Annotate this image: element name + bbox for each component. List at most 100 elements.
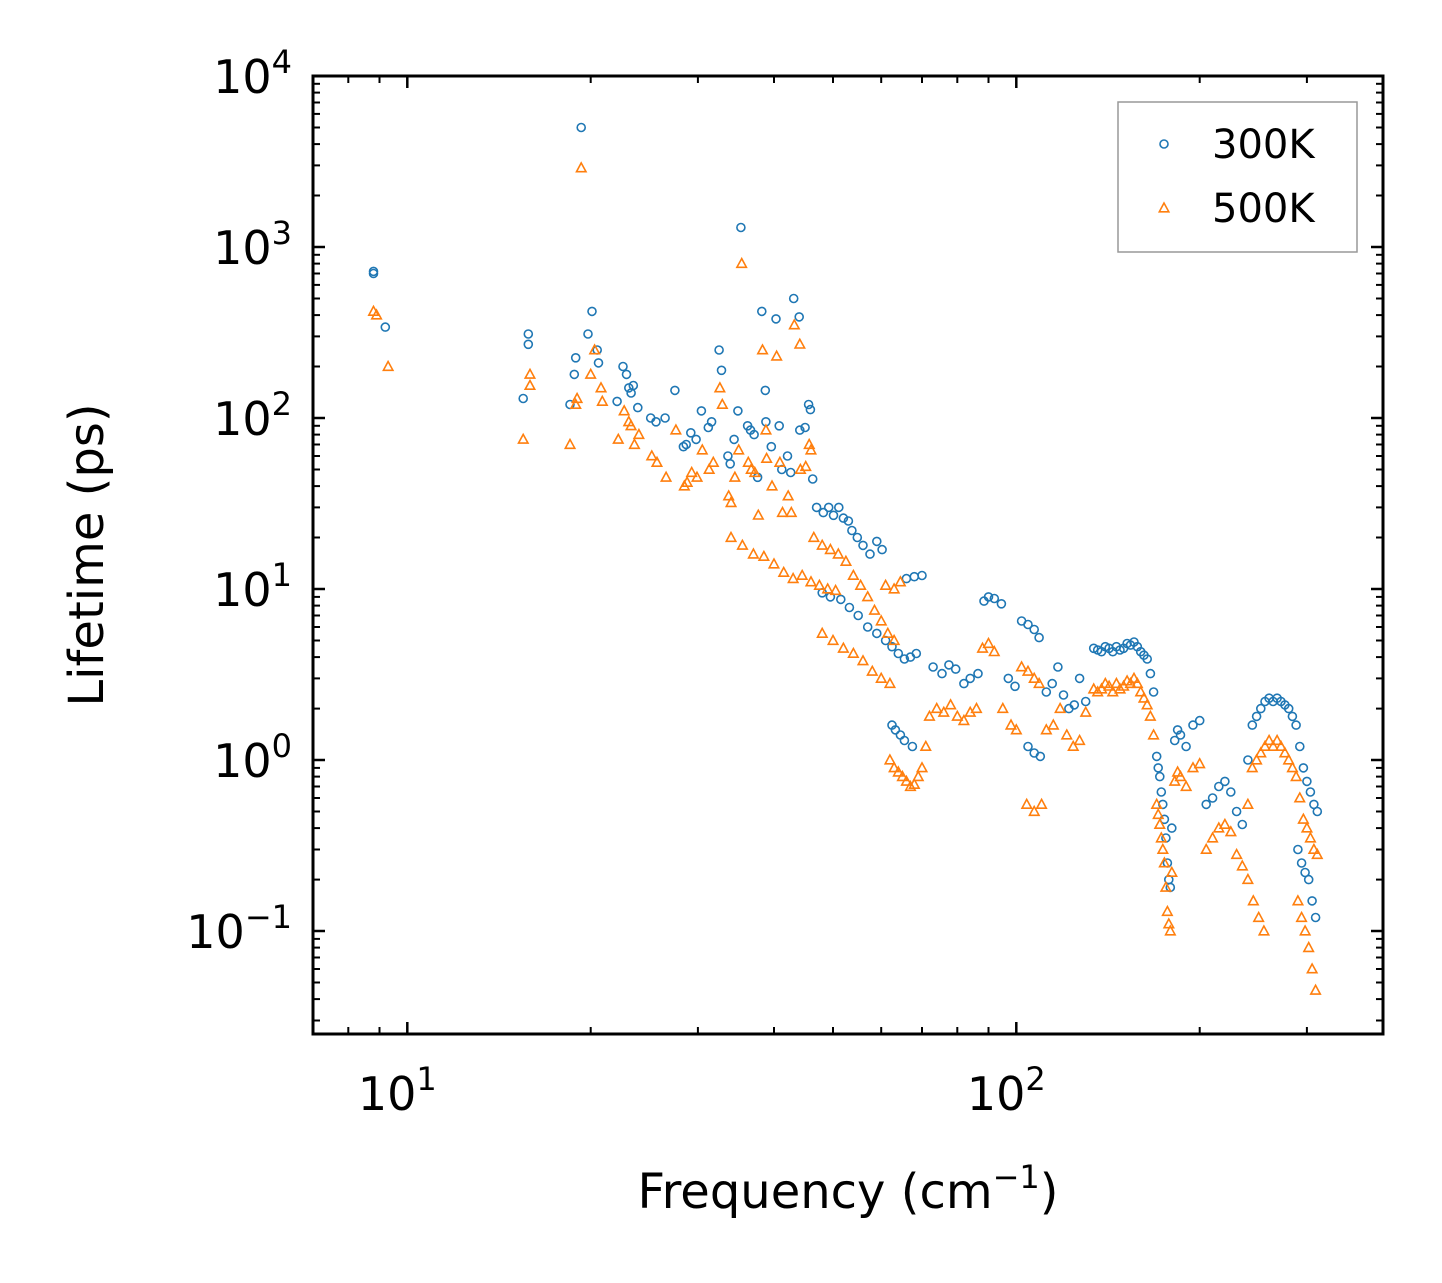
data-point bbox=[828, 510, 839, 521]
data-point bbox=[1262, 733, 1276, 746]
data-point bbox=[1302, 776, 1312, 787]
data-point bbox=[1298, 763, 1309, 773]
y-axis-label: Lifetime (ps) bbox=[59, 403, 115, 706]
data-point bbox=[1251, 711, 1262, 722]
data-point bbox=[1282, 753, 1295, 765]
data-point bbox=[844, 602, 855, 613]
data-point bbox=[1041, 687, 1052, 697]
data-point bbox=[382, 359, 395, 372]
data-point bbox=[838, 513, 849, 523]
data-point bbox=[1297, 812, 1310, 824]
data-point bbox=[794, 425, 805, 435]
y-tick-exponent: 1 bbox=[272, 556, 292, 594]
legend-label: 500K bbox=[1212, 186, 1316, 232]
data-point bbox=[1015, 660, 1028, 672]
data-point bbox=[563, 437, 577, 450]
legend-entry-500K: 500K bbox=[1157, 186, 1316, 232]
data-point bbox=[748, 465, 761, 478]
x-tick-base: 10 bbox=[967, 1067, 1026, 1121]
data-point bbox=[799, 459, 812, 472]
data-point bbox=[959, 678, 969, 689]
data-point bbox=[868, 603, 881, 615]
data-point bbox=[970, 701, 983, 714]
data-point bbox=[624, 419, 638, 431]
data-point bbox=[1073, 733, 1086, 746]
y-tick-label: 10−1 bbox=[186, 898, 292, 959]
legend-entries: 300K 500K bbox=[1157, 122, 1316, 232]
y-tick-exponent: 0 bbox=[272, 727, 292, 765]
data-point bbox=[1010, 723, 1023, 735]
data-point bbox=[875, 671, 888, 684]
data-point bbox=[1201, 799, 1211, 810]
data-point bbox=[584, 367, 597, 379]
data-point bbox=[973, 668, 983, 679]
data-point bbox=[691, 434, 701, 445]
data-point bbox=[1303, 874, 1314, 885]
data-point bbox=[908, 777, 921, 790]
x-axis-label-main: Frequency (cm bbox=[637, 1164, 992, 1220]
data-point bbox=[1054, 701, 1067, 714]
data-point bbox=[776, 505, 789, 518]
data-point bbox=[766, 441, 777, 452]
data-point bbox=[1188, 720, 1198, 730]
data-point bbox=[1300, 821, 1314, 833]
data-point bbox=[1307, 896, 1317, 906]
data-point bbox=[862, 622, 873, 632]
series-layer bbox=[367, 122, 1324, 995]
y-tick-base: 10 bbox=[213, 734, 272, 788]
data-point bbox=[854, 578, 867, 591]
data-point bbox=[892, 765, 905, 777]
data-point bbox=[696, 443, 709, 455]
data-point bbox=[1206, 831, 1219, 843]
data-point bbox=[1102, 679, 1116, 691]
data-point bbox=[1165, 865, 1178, 878]
data-point bbox=[888, 582, 901, 594]
data-point bbox=[714, 345, 724, 355]
data-point bbox=[1302, 940, 1315, 953]
data-point bbox=[879, 578, 892, 591]
data-point bbox=[724, 530, 738, 543]
data-point bbox=[736, 538, 749, 550]
data-point bbox=[583, 329, 593, 339]
y-tick-exponent: 2 bbox=[272, 385, 292, 423]
data-point bbox=[794, 312, 805, 322]
data-point bbox=[517, 432, 530, 444]
data-point bbox=[747, 547, 760, 559]
data-point bbox=[1267, 739, 1280, 752]
data-point bbox=[821, 582, 834, 594]
data-point bbox=[896, 769, 909, 782]
data-point bbox=[632, 427, 645, 440]
data-point bbox=[847, 525, 857, 536]
data-point bbox=[1247, 720, 1258, 730]
data-point bbox=[759, 423, 773, 435]
data-point bbox=[618, 404, 631, 416]
data-point bbox=[1304, 831, 1317, 843]
data-point bbox=[1252, 910, 1265, 923]
data-point bbox=[1156, 787, 1167, 797]
data-point bbox=[794, 462, 807, 475]
data-point bbox=[1144, 709, 1157, 721]
data-point bbox=[804, 575, 818, 587]
data-point bbox=[1293, 791, 1306, 803]
data-point bbox=[899, 654, 910, 664]
y-tick-label: 101 bbox=[213, 556, 292, 617]
data-point bbox=[823, 502, 834, 513]
data-point bbox=[1218, 817, 1231, 830]
data-point bbox=[843, 516, 854, 526]
data-point bbox=[989, 593, 1000, 604]
data-point bbox=[1193, 757, 1206, 769]
data-point bbox=[749, 429, 759, 440]
x-axis-label-end: ) bbox=[1040, 1164, 1059, 1220]
data-point bbox=[1141, 698, 1154, 710]
data-point bbox=[950, 664, 961, 674]
data-point bbox=[728, 470, 741, 482]
data-point bbox=[852, 532, 863, 543]
data-point bbox=[1021, 664, 1035, 676]
data-point bbox=[596, 394, 609, 407]
data-point bbox=[1145, 668, 1156, 679]
data-point bbox=[1028, 671, 1041, 684]
legend-label: 300K bbox=[1212, 122, 1316, 168]
data-point bbox=[569, 397, 582, 410]
series-500K bbox=[367, 161, 1324, 995]
